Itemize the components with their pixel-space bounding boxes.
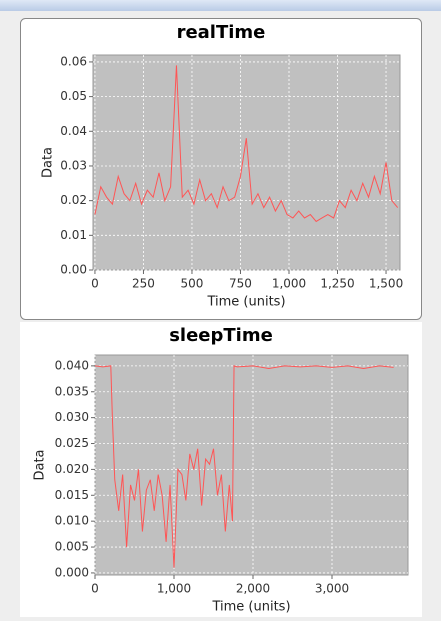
x-tick-label: 1,000 <box>157 582 191 596</box>
x-axis-label: Time (units) <box>206 295 285 310</box>
y-axis-label: Data <box>33 449 48 480</box>
y-tick-label: 0.00 <box>60 263 87 277</box>
x-tick-label: 0 <box>91 582 99 596</box>
x-tick-label: 1,500 <box>369 277 403 291</box>
y-tick-label: 0.025 <box>55 436 89 450</box>
x-axis-label: Time (units) <box>211 600 290 615</box>
y-tick-label: 0.000 <box>55 565 89 579</box>
x-tick-label: 500 <box>181 277 204 291</box>
y-tick-label: 0.030 <box>55 410 89 424</box>
x-tick-label: 750 <box>229 277 252 291</box>
x-tick-label: 0 <box>91 277 99 291</box>
y-tick-label: 0.05 <box>60 89 87 103</box>
plot-area <box>92 54 401 271</box>
chart-title: sleepTime <box>169 325 273 346</box>
y-tick-label: 0.03 <box>60 158 87 172</box>
y-tick-label: 0.040 <box>55 358 89 372</box>
y-tick-label: 0.015 <box>55 488 89 502</box>
data-line <box>94 65 399 223</box>
plot-area <box>94 354 409 576</box>
y-tick-label: 0.06 <box>60 54 87 68</box>
top-bar <box>0 0 441 11</box>
y-tick-label: 0.010 <box>55 514 89 528</box>
y-tick-label: 0.02 <box>60 193 87 207</box>
y-tick-label: 0.005 <box>55 540 89 554</box>
x-tick-label: 250 <box>132 277 155 291</box>
x-tick-label: 1,250 <box>320 277 354 291</box>
y-tick-label: 0.020 <box>55 462 89 476</box>
y-tick-label: 0.04 <box>60 124 87 138</box>
y-tick-label: 0.035 <box>55 384 89 398</box>
data-line <box>95 365 394 568</box>
x-tick-label: 1,000 <box>272 277 306 291</box>
y-axis-label: Data <box>41 147 56 178</box>
y-tick-label: 0.01 <box>60 228 87 242</box>
x-tick-label: 3,000 <box>315 582 349 596</box>
x-tick-label: 2,000 <box>236 582 270 596</box>
chart-title: realTime <box>177 22 266 43</box>
